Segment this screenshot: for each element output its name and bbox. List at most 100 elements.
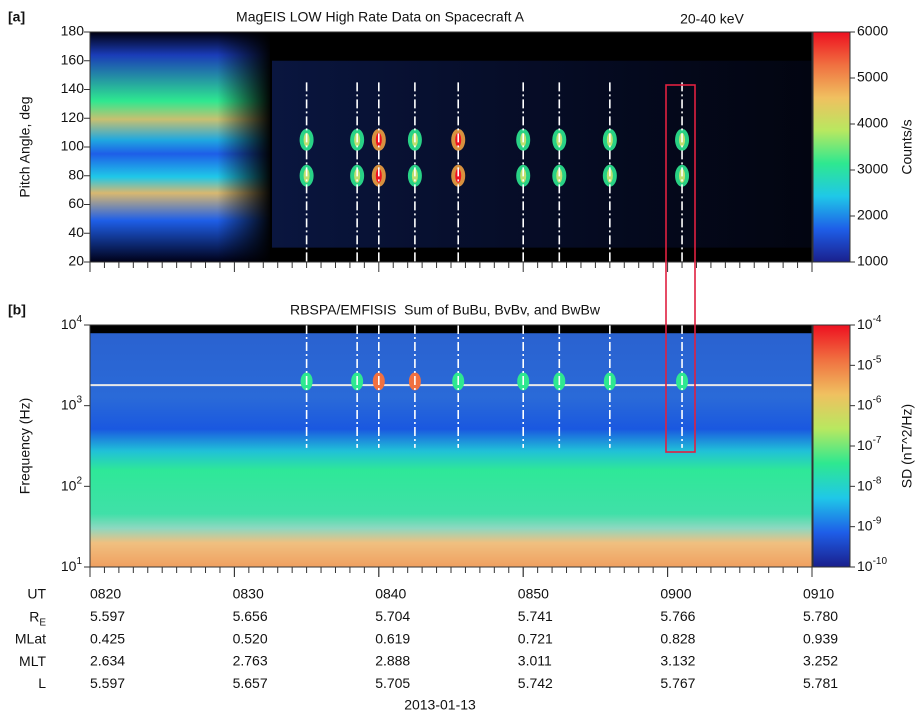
ephemeris-value: 3.132 <box>660 653 695 669</box>
y-tick-label-sup: 1 <box>76 556 82 567</box>
colorbar-label: SD (nT^2/Hz) <box>899 404 915 488</box>
ephemeris-value: 2.888 <box>375 653 410 669</box>
row-label: RE <box>29 608 46 628</box>
y-tick-label-base: 10 <box>61 396 77 412</box>
ephemeris-value: 5.741 <box>518 608 553 624</box>
y-tick-label: 100 <box>61 138 85 154</box>
colorbar-tick-label-base: 10 <box>857 477 873 493</box>
y-tick-label: 60 <box>68 195 84 211</box>
ephemeris-value: 5.781 <box>803 675 838 691</box>
colorbar-tick-label-sup: -7 <box>873 435 882 446</box>
energy-annotation: 20-40 keV <box>680 11 744 27</box>
colorbar <box>812 324 851 568</box>
colorbar-tick-label-base: 10 <box>857 316 873 332</box>
trapped-fade <box>90 32 272 262</box>
ut-label: 0830 <box>233 586 264 602</box>
y-tick-label: 80 <box>68 166 84 182</box>
ephemeris-value: 5.656 <box>233 608 268 624</box>
y-tick-label: 102 <box>61 475 83 493</box>
row-label-base: R <box>29 608 39 624</box>
x-axis-label: 2013-01-13 <box>404 697 476 713</box>
row-label: MLT <box>19 653 46 669</box>
colorbar-tick-label: 4000 <box>857 115 888 131</box>
y-tick-label: 160 <box>61 51 85 67</box>
y-tick-label: 101 <box>61 556 83 574</box>
colorbar-tick-label-base: 10 <box>857 437 873 453</box>
panel-title: MagEIS LOW High Rate Data on Spacecraft … <box>236 9 525 25</box>
y-tick-label: 103 <box>61 394 83 412</box>
row-label: MLat <box>15 630 46 646</box>
colorbar-tick-label: 10-4 <box>857 314 882 332</box>
ephemeris-value: 5.704 <box>375 608 410 624</box>
colorbar-tick-label: 10-9 <box>857 515 882 533</box>
ephemeris-value: 0.520 <box>233 630 268 646</box>
row-label-sub: E <box>39 617 46 628</box>
colorbar-tick-label: 2000 <box>857 207 888 223</box>
y-tick-label-sup: 2 <box>76 475 82 486</box>
ephemeris-value: 2.763 <box>233 653 268 669</box>
y-tick-label-sup: 3 <box>76 394 82 405</box>
row-label-base: MLat <box>15 630 46 646</box>
y-tick-label: 40 <box>68 224 84 240</box>
colorbar-tick-label-base: 10 <box>857 396 873 412</box>
colorbar-tick-label: 6000 <box>857 23 888 39</box>
panel-label: [b] <box>8 302 26 318</box>
row-label: L <box>38 675 46 691</box>
colorbar-tick-label: 10-7 <box>857 435 882 453</box>
colorbar-tick-label: 10-6 <box>857 394 882 412</box>
ephemeris-value: 2.634 <box>90 653 125 669</box>
ephemeris-value: 5.597 <box>90 675 125 691</box>
ephemeris-value: 0.721 <box>518 630 553 646</box>
ut-label: 0840 <box>375 586 406 602</box>
colorbar-tick-label-sup: -10 <box>873 556 888 567</box>
colorbar-tick-label-base: 10 <box>857 558 873 574</box>
y-tick-label: 180 <box>61 23 85 39</box>
colorbar-label: Counts/s <box>899 119 915 174</box>
row-label: UT <box>27 586 46 602</box>
colorbar-tick-label-sup: -4 <box>873 314 882 325</box>
ephemeris-value: 5.780 <box>803 608 838 624</box>
row-label-base: L <box>38 675 46 691</box>
ephemeris-value: 5.597 <box>90 608 125 624</box>
highlight-box <box>665 84 696 453</box>
ephemeris-value: 0.619 <box>375 630 410 646</box>
panel-title: RBSPA/EMFISIS Sum of BuBu, BvBv, and BwB… <box>290 302 601 318</box>
row-label-base: MLT <box>19 653 46 669</box>
colorbar-tick-label-sup: -5 <box>873 354 882 365</box>
ut-label: 0820 <box>90 586 121 602</box>
ephemeris-value: 5.742 <box>518 675 553 691</box>
ephemeris-value: 5.767 <box>660 675 695 691</box>
colorbar-tick-label: 10-10 <box>857 556 887 574</box>
y-tick-label: 120 <box>61 109 85 125</box>
colorbar-tick-label: 10-8 <box>857 475 882 493</box>
y-axis-label: Frequency (Hz) <box>17 398 33 494</box>
y-tick-label: 104 <box>61 314 83 332</box>
colorbar-tick-label-base: 10 <box>857 356 873 372</box>
ephemeris-value: 5.705 <box>375 675 410 691</box>
y-axis-label: Pitch Angle, deg <box>17 96 33 197</box>
colorbar-tick-label-sup: -8 <box>873 475 882 486</box>
ephemeris-value: 3.011 <box>518 653 552 669</box>
ephemeris-value: 5.766 <box>660 608 695 624</box>
ephemeris-value: 0.425 <box>90 630 125 646</box>
ut-label: 0910 <box>803 586 834 602</box>
colorbar-tick-label-sup: -9 <box>873 515 882 526</box>
colorbar-tick-label: 10-5 <box>857 354 882 372</box>
panel-label: [a] <box>8 9 25 25</box>
colorbar-tick-label-base: 10 <box>857 517 873 533</box>
ut-label: 0850 <box>518 586 549 602</box>
ephemeris-value: 0.939 <box>803 630 838 646</box>
colorbar-tick-label: 1000 <box>857 253 888 269</box>
y-tick-label-base: 10 <box>61 316 77 332</box>
y-tick-label: 140 <box>61 80 85 96</box>
ut-label: 0900 <box>660 586 691 602</box>
colorbar <box>812 31 851 263</box>
spectrogram-background <box>90 325 812 567</box>
ephemeris-value: 3.252 <box>803 653 838 669</box>
colorbar-tick-label: 5000 <box>857 69 888 85</box>
y-tick-label-base: 10 <box>61 558 77 574</box>
y-tick-label-base: 10 <box>61 477 77 493</box>
ephemeris-value: 0.828 <box>660 630 695 646</box>
ephemeris-value: 5.657 <box>233 675 268 691</box>
